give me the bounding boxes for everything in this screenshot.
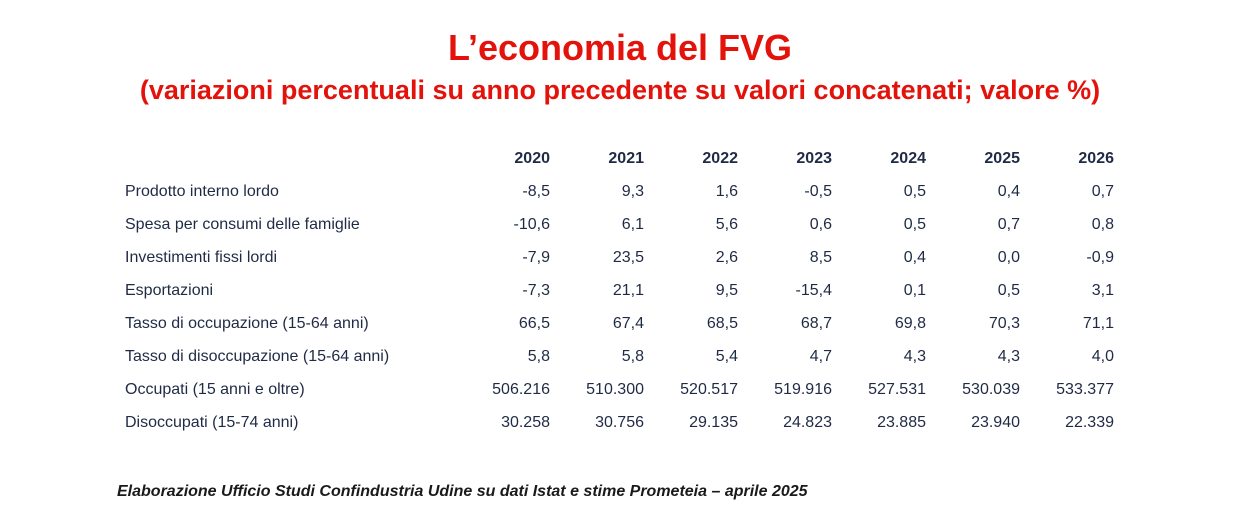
table-cell: 0,5 — [903, 182, 926, 200]
table-cell: -7,3 — [522, 281, 550, 299]
table-cell: -0,9 — [1086, 248, 1114, 266]
row-label: Prodotto interno lordo — [125, 182, 279, 200]
table-cell: 30.756 — [595, 413, 644, 431]
row-label: Esportazioni — [125, 281, 214, 299]
table-cell: 4,3 — [903, 347, 926, 365]
column-header: 2026 — [1078, 149, 1114, 167]
table-row: Disoccupati (15-74 anni) 30.258 30.756 2… — [120, 406, 1114, 439]
table-cell: 520.517 — [680, 380, 738, 398]
table-cell: 4,7 — [809, 347, 832, 365]
table-cell: 30.258 — [501, 413, 550, 431]
table-cell: 0,1 — [903, 281, 926, 299]
table-cell: 3,1 — [1091, 281, 1114, 299]
table-row: Investimenti fissi lordi -7,9 23,5 2,6 8… — [120, 241, 1114, 274]
table-row: Tasso di disoccupazione (15-64 anni) 5,8… — [120, 340, 1114, 373]
table-cell: 21,1 — [612, 281, 644, 299]
table-cell: 0,7 — [997, 215, 1020, 233]
table-cell: 0,5 — [997, 281, 1020, 299]
table-header-row: 2020 2021 2022 2023 2024 2025 2026 — [120, 142, 1114, 175]
table-cell: 9,5 — [715, 281, 738, 299]
table-cell: 0,5 — [903, 215, 926, 233]
column-header: 2025 — [984, 149, 1020, 167]
table-cell: -10,6 — [513, 215, 550, 233]
row-label: Occupati (15 anni e oltre) — [125, 380, 305, 398]
table-cell: 510.300 — [586, 380, 644, 398]
table-cell: 68,7 — [800, 314, 832, 332]
table-cell: 24.823 — [783, 413, 832, 431]
table-cell: 23.940 — [971, 413, 1020, 431]
table-cell: 0,4 — [997, 182, 1020, 200]
table-cell: 4,0 — [1091, 347, 1114, 365]
source-note: Elaborazione Ufficio Studi Confindustria… — [117, 483, 808, 500]
page-title: L’economia del FVG — [447, 27, 793, 68]
table-row: Tasso di occupazione (15-64 anni) 66,5 6… — [120, 307, 1114, 340]
table-cell: 5,6 — [715, 215, 738, 233]
table-cell: 506.216 — [492, 380, 550, 398]
row-label: Investimenti fissi lordi — [125, 248, 278, 266]
table-cell: -0,5 — [804, 182, 832, 200]
table-cell: 70,3 — [988, 314, 1020, 332]
column-header: 2024 — [890, 149, 926, 167]
table-cell: 527.531 — [868, 380, 926, 398]
table-cell: 5,8 — [621, 347, 644, 365]
page-subtitle: (variazioni percentuali su anno preceden… — [139, 75, 1101, 105]
table-cell: 69,8 — [894, 314, 926, 332]
column-header: 2022 — [702, 149, 738, 167]
table-cell: 6,1 — [621, 215, 644, 233]
table-cell: 5,4 — [715, 347, 738, 365]
table-cell: 67,4 — [612, 314, 644, 332]
table-cell: 2,6 — [715, 248, 738, 266]
row-header-blank — [120, 142, 456, 175]
table-cell: 23.885 — [877, 413, 926, 431]
table-cell: 0,8 — [1091, 215, 1114, 233]
table-row: Spesa per consumi delle famiglie -10,6 6… — [120, 208, 1114, 241]
table-cell: 29.135 — [689, 413, 738, 431]
table-cell: -7,9 — [522, 248, 550, 266]
table-cell: 0,6 — [809, 215, 832, 233]
table-row: Esportazioni -7,3 21,1 9,5 -15,4 0,1 0,5… — [120, 274, 1114, 307]
table-cell: 530.039 — [962, 380, 1020, 398]
row-label: Disoccupati (15-74 anni) — [125, 413, 299, 431]
table-cell: 9,3 — [621, 182, 644, 200]
table-cell: 66,5 — [518, 314, 550, 332]
economic-data-table: 2020 2021 2022 2023 2024 2025 2026 Prodo… — [120, 142, 1114, 439]
table-cell: 22.339 — [1065, 413, 1114, 431]
column-header: 2023 — [796, 149, 832, 167]
table-cell: 68,5 — [706, 314, 738, 332]
table-cell: 4,3 — [997, 347, 1020, 365]
table-cell: 0,7 — [1091, 182, 1114, 200]
column-header: 2020 — [514, 149, 550, 167]
table-cell: 0,4 — [903, 248, 926, 266]
table-cell: 519.916 — [774, 380, 832, 398]
column-header: 2021 — [608, 149, 644, 167]
row-label: Tasso di disoccupazione (15-64 anni) — [125, 347, 390, 365]
table-cell: 533.377 — [1056, 380, 1114, 398]
table-cell: 8,5 — [809, 248, 832, 266]
row-label: Tasso di occupazione (15-64 anni) — [125, 314, 369, 332]
table-cell: 5,8 — [527, 347, 550, 365]
table-row: Prodotto interno lordo -8,5 9,3 1,6 -0,5… — [120, 175, 1114, 208]
table-cell: -8,5 — [522, 182, 550, 200]
table-cell: -15,4 — [795, 281, 832, 299]
table-cell: 1,6 — [715, 182, 738, 200]
table-cell: 71,1 — [1082, 314, 1114, 332]
row-label: Spesa per consumi delle famiglie — [125, 215, 360, 233]
table-cell: 23,5 — [612, 248, 644, 266]
table-row: Occupati (15 anni e oltre) 506.216 510.3… — [120, 373, 1114, 406]
table-cell: 0,0 — [997, 248, 1020, 266]
